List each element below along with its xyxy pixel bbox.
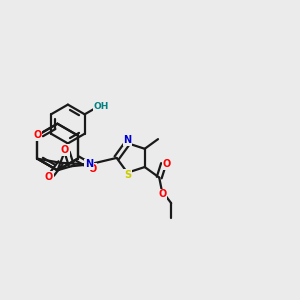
Text: N: N xyxy=(123,135,131,145)
Text: S: S xyxy=(124,170,131,180)
Text: O: O xyxy=(158,189,166,199)
Text: O: O xyxy=(162,159,171,169)
Text: O: O xyxy=(88,164,97,174)
Text: N: N xyxy=(85,160,93,170)
Text: O: O xyxy=(61,145,69,155)
Text: O: O xyxy=(33,130,41,140)
Text: O: O xyxy=(45,172,53,182)
Text: OH: OH xyxy=(93,102,109,111)
